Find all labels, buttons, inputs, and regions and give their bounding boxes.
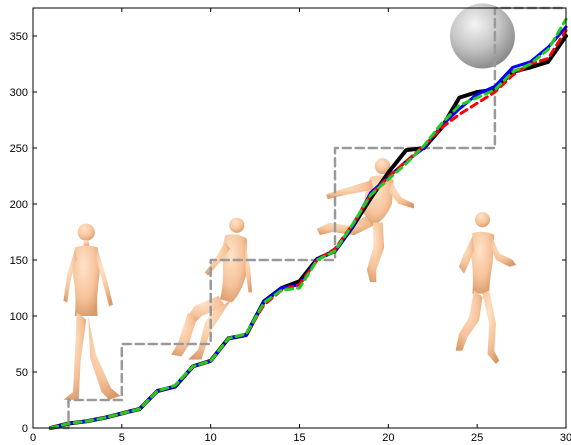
x-tick-label: 0 [30,432,36,444]
standing-figure-icon [63,223,121,400]
y-tick-label: 250 [10,143,28,155]
x-tick-label: 15 [293,432,305,444]
axes-frame [32,7,567,429]
series-line-4 [49,17,568,430]
series-line-0 [49,6,568,430]
y-tick-label: 200 [10,199,28,211]
y-tick-label: 0 [22,423,28,435]
y-tick-label: 50 [16,367,28,379]
figure-illustrations [63,3,517,400]
y-tick-label: 100 [10,311,28,323]
y-tick-label: 150 [10,255,28,267]
series-lines [48,6,568,430]
dancing-figure-icon [316,158,414,283]
x-tick-label: 5 [119,432,125,444]
y-tick-label: 350 [10,31,28,43]
x-tick-label: 20 [382,432,394,444]
y-tick-label: 300 [10,87,28,99]
sphere-icon [450,3,515,69]
x-tick-label: 30 [560,432,571,444]
x-tick-label: 10 [205,432,217,444]
running-figure-icon [455,212,517,365]
x-tick-label: 25 [471,432,483,444]
sitting-figure-icon [171,217,252,360]
